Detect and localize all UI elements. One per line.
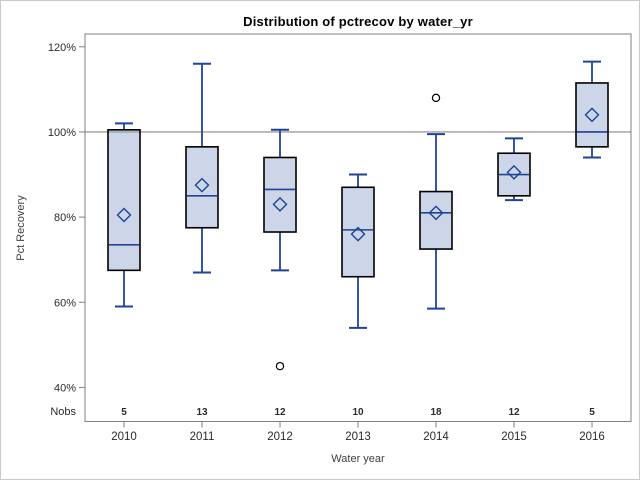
chart-title: Distribution of pctrecov by water_yr [243,14,473,29]
outlier-marker [431,93,441,103]
box-group-2012 [263,128,297,371]
x-tick-label: 2011 [190,431,215,443]
x-tick-label: 2016 [579,431,605,443]
box-group-2011 [185,62,219,274]
nobs-value: 18 [430,407,442,418]
box-fill-2010 [108,129,140,271]
box-outline [341,186,375,278]
box-fill-2011 [186,146,218,228]
box-outline [419,190,453,250]
x-tick-label: 2013 [345,431,371,443]
nobs-value: 12 [508,407,520,418]
nobs-value: 5 [589,407,595,418]
box-outline [575,82,609,148]
box-outline [185,146,219,229]
x-tick-label: 2010 [111,431,137,443]
box-group-2014 [419,93,453,310]
y-tick-label: 100% [48,127,76,139]
y-tick-label: 60% [54,297,76,309]
mean-diamond [350,226,366,242]
nobs-value: 13 [196,407,208,418]
nobs-row-label: Nobs [50,406,76,418]
outlier-marker [275,361,285,371]
box-fill-2012 [264,157,296,233]
x-tick-label: 2012 [267,431,293,443]
y-tick-label: 80% [54,212,76,224]
nobs-value: 10 [352,407,364,418]
x-tick-label: 2015 [501,431,527,443]
mean-diamond [272,196,288,212]
box-outline [107,129,141,272]
y-tick-label: 40% [54,382,76,394]
box-outline [263,156,297,233]
box-group-2013 [341,173,375,329]
box-group-2016 [575,60,609,159]
box-group-2015 [497,137,531,202]
box-group-2010 [107,122,141,308]
mean-diamond [428,205,444,221]
y-tick-label: 120% [48,42,76,54]
box-fill-2016 [576,82,608,147]
x-tick-label: 2014 [423,431,449,443]
mean-diamond [116,207,132,223]
mean-diamond [506,164,522,180]
nobs-value: 5 [121,407,127,418]
nobs-value: 12 [274,407,286,418]
mean-diamond [194,177,210,193]
x-axis-label: Water year [331,453,385,465]
box-fill-2013 [342,187,374,277]
box-outline [497,152,531,197]
mean-diamond [584,107,600,123]
